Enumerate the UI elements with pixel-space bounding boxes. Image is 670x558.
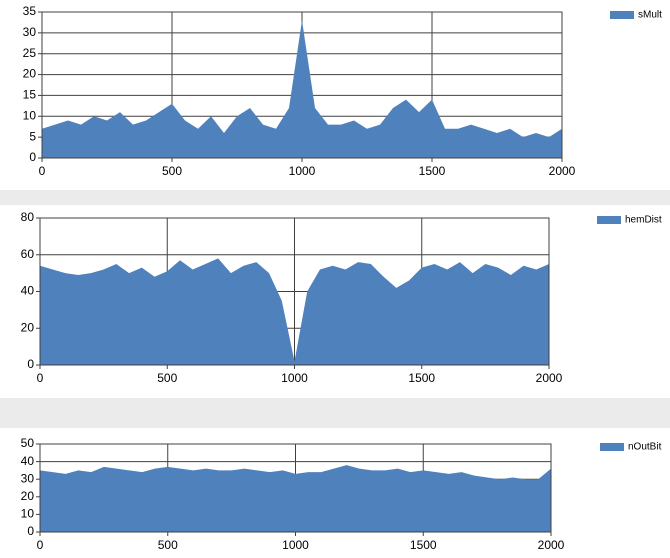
x-tick-label: 1500: [419, 164, 446, 178]
y-tick-label: 15: [23, 88, 37, 102]
x-tick-label: 0: [37, 538, 44, 552]
separator: [0, 398, 670, 428]
x-tick-label: 1500: [408, 371, 435, 385]
x-tick-label: 2000: [536, 371, 563, 385]
y-tick-label: 5: [29, 129, 36, 143]
x-tick-label: 1000: [281, 371, 308, 385]
y-tick-label: 0: [29, 150, 36, 164]
y-tick-label: 20: [23, 67, 37, 81]
legend-label: nOutBit: [628, 442, 662, 453]
y-tick-label: 25: [23, 46, 37, 60]
y-tick-label: 30: [23, 25, 37, 39]
y-tick-label: 10: [21, 507, 35, 521]
x-tick-label: 2000: [549, 164, 576, 178]
area: [42, 20, 562, 158]
x-tick-label: 500: [157, 371, 177, 385]
legend-swatch: [610, 11, 634, 19]
legend-label: hemDist: [625, 215, 662, 226]
area: [40, 258, 549, 365]
y-tick-label: 0: [27, 357, 34, 371]
y-tick-label: 0: [27, 524, 34, 538]
x-tick-label: 0: [39, 164, 46, 178]
y-tick-label: 40: [21, 284, 35, 298]
y-tick-label: 10: [23, 108, 37, 122]
x-tick-label: 1500: [410, 538, 437, 552]
legend-swatch: [600, 443, 624, 451]
plot-border: [41, 11, 563, 159]
y-tick-label: 20: [21, 489, 35, 503]
legend-swatch: [597, 216, 621, 224]
y-tick-label: 60: [21, 247, 35, 261]
x-tick-label: 500: [158, 538, 178, 552]
area: [40, 465, 551, 532]
y-tick-label: 20: [21, 320, 35, 334]
plot-border: [39, 217, 550, 366]
y-tick-label: 35: [23, 4, 37, 18]
y-tick-label: 50: [21, 436, 35, 450]
x-tick-label: 0: [37, 371, 44, 385]
x-tick-label: 1000: [282, 538, 309, 552]
legend-label: sMult: [638, 10, 662, 21]
y-tick-label: 30: [21, 471, 35, 485]
x-tick-label: 500: [162, 164, 182, 178]
separator: [0, 190, 670, 205]
x-tick-label: 1000: [289, 164, 316, 178]
y-tick-label: 80: [21, 210, 35, 224]
y-tick-label: 40: [21, 454, 35, 468]
x-tick-label: 2000: [538, 538, 565, 552]
plot-border: [39, 443, 552, 533]
